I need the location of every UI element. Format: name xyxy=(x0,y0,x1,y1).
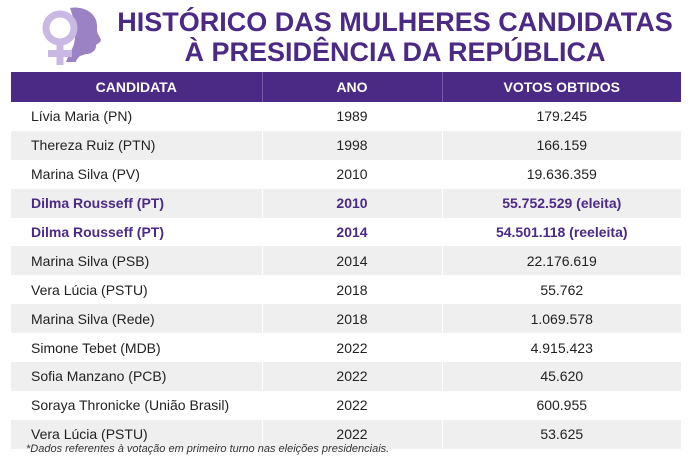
table-header-row: CANDIDATA ANO VOTOS OBTIDOS xyxy=(11,72,681,102)
cell-candidata: Lívia Maria (PN) xyxy=(11,102,263,131)
table-row-highlighted: Dilma Rousseff (PT) 2014 54.501.118 (ree… xyxy=(11,217,681,247)
cell-votos: 19.636.359 xyxy=(442,159,681,189)
cell-votos: 166.159 xyxy=(442,130,681,160)
cell-votos: 55.762 xyxy=(442,275,681,305)
footnote: *Dados referentes à votação em primeiro … xyxy=(26,443,390,455)
title-line-2: À PRESIDÊNCIA DA REPÚBLICA xyxy=(184,37,606,67)
cell-candidata: Soraya Thronicke (União Brasil) xyxy=(11,390,263,420)
cell-ano: 2022 xyxy=(262,362,443,391)
cell-votos: 54.501.118 (reeleita) xyxy=(442,217,681,247)
header: HISTÓRICO DAS MULHERES CANDIDATAS À PRES… xyxy=(0,0,692,72)
cell-ano: 1989 xyxy=(262,102,443,131)
cell-votos: 600.955 xyxy=(442,390,681,420)
cell-votos: 53.625 xyxy=(442,419,681,449)
table-row: Thereza Ruiz (PTN) 1998 166.159 xyxy=(11,130,681,160)
table-row: Simone Tebet (MDB) 2022 4.915.423 xyxy=(11,333,681,363)
table-row: Soraya Thronicke (União Brasil) 2022 600… xyxy=(11,390,681,420)
cell-candidata: Marina Silva (PSB) xyxy=(11,246,263,276)
cell-ano: 2018 xyxy=(262,275,443,305)
cell-votos: 4.915.423 xyxy=(442,333,681,363)
cell-votos: 1.069.578 xyxy=(442,304,681,334)
table-row: Vera Lúcia (PSTU) 2018 55.762 xyxy=(11,275,681,305)
cell-candidata: Simone Tebet (MDB) xyxy=(11,333,263,363)
cell-ano: 2010 xyxy=(262,188,443,218)
table-row: Marina Silva (Rede) 2018 1.069.578 xyxy=(11,304,681,334)
cell-ano: 2010 xyxy=(262,159,443,189)
table-row: Marina Silva (PSB) 2014 22.176.619 xyxy=(11,246,681,276)
page-title: HISTÓRICO DAS MULHERES CANDIDATAS À PRES… xyxy=(110,7,680,67)
cell-ano: 2014 xyxy=(262,246,443,276)
cell-candidata: Vera Lúcia (PSTU) xyxy=(11,419,263,449)
female-symbol-profile-icon xyxy=(42,7,101,65)
cell-ano: 2022 xyxy=(262,390,443,420)
table-row: Vera Lúcia (PSTU) 2022 53.625 xyxy=(11,419,681,449)
cell-ano: 2014 xyxy=(262,217,443,247)
cell-candidata: Sofia Manzano (PCB) xyxy=(11,362,263,391)
column-header-candidata: CANDIDATA xyxy=(11,72,263,102)
column-header-ano: ANO xyxy=(262,72,443,102)
cell-candidata: Dilma Rousseff (PT) xyxy=(11,217,263,247)
table-row: Sofia Manzano (PCB) 2022 45.620 xyxy=(11,362,681,391)
table-row: Marina Silva (PV) 2010 19.636.359 xyxy=(11,159,681,189)
cell-candidata: Marina Silva (Rede) xyxy=(11,304,263,334)
cell-candidata: Dilma Rousseff (PT) xyxy=(11,188,263,218)
cell-votos: 22.176.619 xyxy=(442,246,681,276)
cell-votos: 179.245 xyxy=(442,102,681,131)
cell-ano: 2022 xyxy=(262,333,443,363)
cell-candidata: Thereza Ruiz (PTN) xyxy=(11,130,263,160)
table-row: Lívia Maria (PN) 1989 179.245 xyxy=(11,102,681,131)
cell-votos: 45.620 xyxy=(442,362,681,391)
column-header-votos: VOTOS OBTIDOS xyxy=(442,72,681,102)
cell-ano: 2018 xyxy=(262,304,443,334)
cell-votos: 55.752.529 (eleita) xyxy=(442,188,681,218)
title-line-1: HISTÓRICO DAS MULHERES CANDIDATAS xyxy=(117,7,673,37)
candidates-table: CANDIDATA ANO VOTOS OBTIDOS Lívia Maria … xyxy=(11,72,681,449)
cell-ano: 2022 xyxy=(262,419,443,449)
cell-candidata: Vera Lúcia (PSTU) xyxy=(11,275,263,305)
cell-candidata: Marina Silva (PV) xyxy=(11,159,263,189)
cell-ano: 1998 xyxy=(262,130,443,160)
table-row-highlighted: Dilma Rousseff (PT) 2010 55.752.529 (ele… xyxy=(11,188,681,218)
